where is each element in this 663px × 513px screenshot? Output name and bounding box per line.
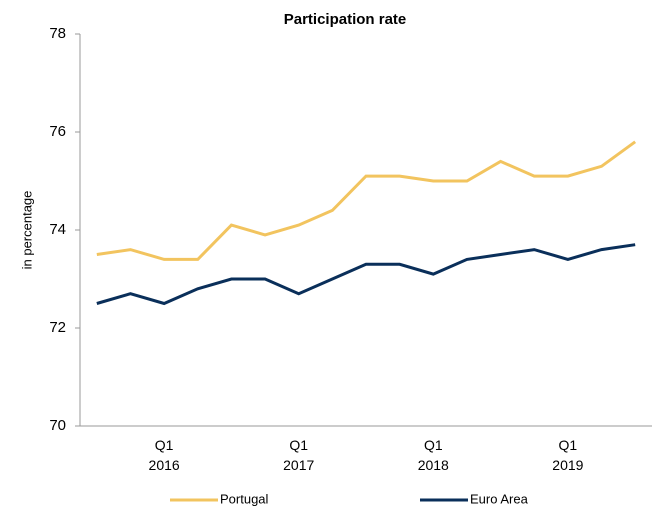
legend-label: Portugal — [220, 491, 269, 506]
y-tick-label: 76 — [49, 123, 66, 140]
x-tick-label: Q1 2018 — [418, 437, 449, 473]
x-tick-label: Q1 2019 — [552, 437, 583, 473]
y-tick-label: 74 — [49, 221, 66, 238]
legend-label: Euro Area — [470, 491, 529, 506]
x-tick-label: Q1 2017 — [283, 437, 314, 473]
y-tick-label: 72 — [49, 319, 66, 336]
y-tick-label: 70 — [49, 417, 66, 434]
series-line — [96, 243, 636, 306]
y-tick-label: 78 — [49, 25, 66, 42]
x-tick-label: Q1 2016 — [149, 437, 180, 473]
y-axis-label: in percentage — [19, 191, 34, 270]
series-line — [96, 140, 637, 261]
chart-title: Participation rate — [284, 11, 407, 28]
